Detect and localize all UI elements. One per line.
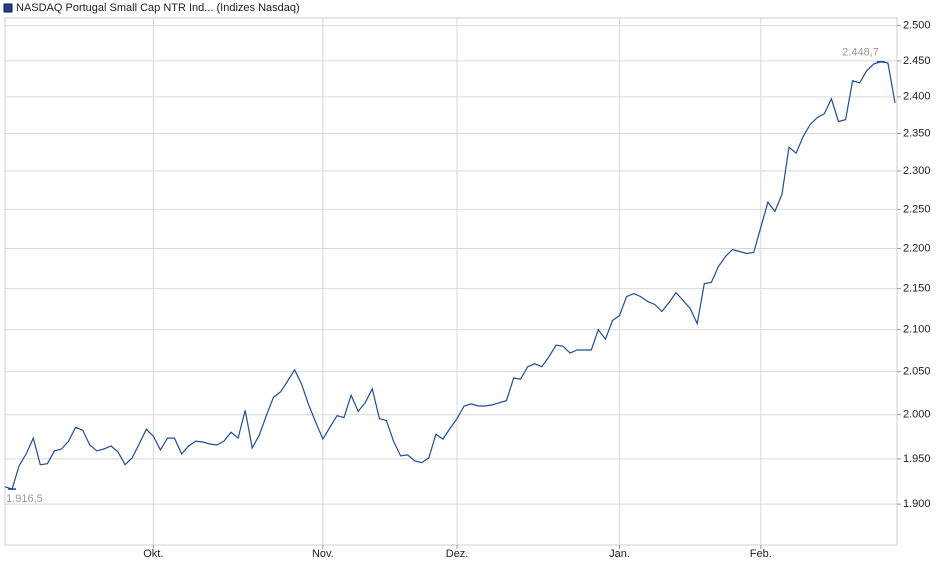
y-tick-label: 2.350 xyxy=(903,127,931,139)
y-tick-label: 2.050 xyxy=(903,366,931,378)
annotation: 1.916,5 xyxy=(6,493,43,505)
y-tick-label: 2.500 xyxy=(903,20,931,32)
chart-title: NASDAQ Portugal Small Cap NTR Ind... (In… xyxy=(16,2,300,14)
y-tick-label: 2.000 xyxy=(903,409,931,421)
x-tick-label: Dez. xyxy=(446,548,469,560)
y-tick-label: 2.200 xyxy=(903,242,931,254)
x-tick-label: Jan. xyxy=(609,548,630,560)
x-tick-label: Nov. xyxy=(312,548,334,560)
y-tick-label: 2.300 xyxy=(903,165,931,177)
y-tick-label: 2.100 xyxy=(903,324,931,336)
y-tick-label: 2.400 xyxy=(903,91,931,103)
price-line xyxy=(4,61,896,490)
x-tick-label: Feb. xyxy=(750,548,772,560)
y-tick-label: 1.950 xyxy=(903,453,931,465)
y-tick-label: 2.250 xyxy=(903,203,931,215)
y-tick-label: 2.150 xyxy=(903,283,931,295)
annotation: 2.448,7 xyxy=(842,47,879,59)
legend-swatch xyxy=(3,3,13,13)
x-tick-label: Okt. xyxy=(143,548,163,560)
y-tick-label: 2.450 xyxy=(903,55,931,67)
y-tick-label: 1.900 xyxy=(903,498,931,510)
